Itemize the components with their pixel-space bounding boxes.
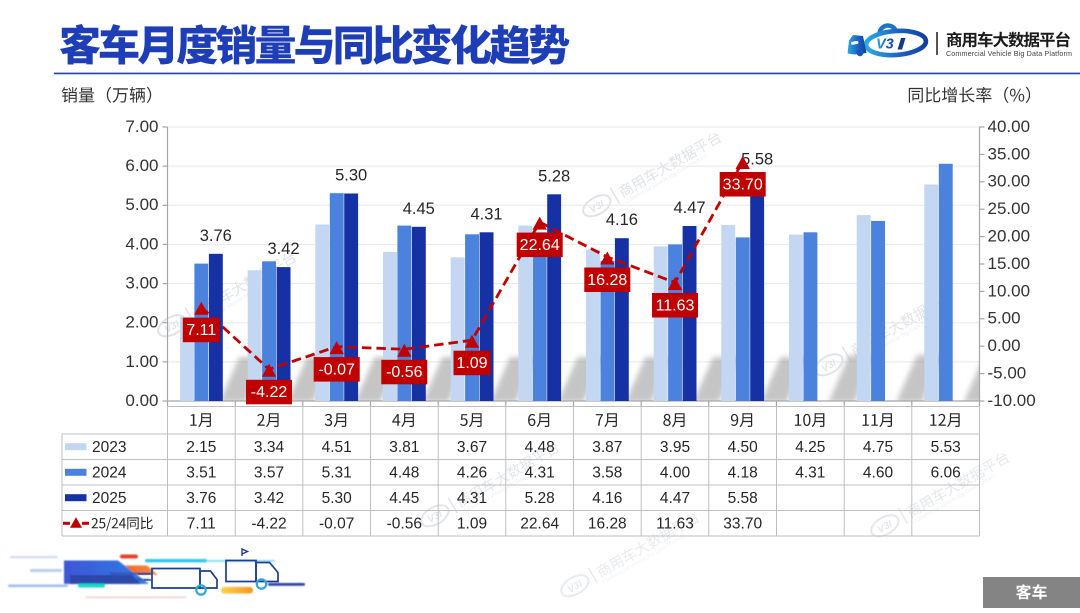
svg-text:6.06: 6.06 xyxy=(931,465,961,482)
svg-text:4.00: 4.00 xyxy=(660,465,691,482)
svg-text:2025: 2025 xyxy=(92,490,126,507)
svg-text:4.16: 4.16 xyxy=(592,490,622,507)
svg-text:3.76: 3.76 xyxy=(186,490,216,507)
svg-text:4.18: 4.18 xyxy=(728,465,758,482)
svg-text:7.11: 7.11 xyxy=(187,516,216,533)
svg-text:3.95: 3.95 xyxy=(660,439,690,456)
svg-text:30.00: 30.00 xyxy=(988,172,1031,191)
svg-text:3.58: 3.58 xyxy=(592,465,622,482)
svg-text:4.48: 4.48 xyxy=(389,465,419,482)
svg-text:4.31: 4.31 xyxy=(795,465,825,482)
svg-text:4.60: 4.60 xyxy=(863,465,894,482)
svg-text:Commercial Vehicle Big Data Pl: Commercial Vehicle Big Data Platform xyxy=(946,49,1072,58)
svg-text:1.09: 1.09 xyxy=(457,516,487,533)
svg-text:4.31: 4.31 xyxy=(470,205,502,223)
svg-text:4.75: 4.75 xyxy=(863,439,893,456)
svg-text:3.57: 3.57 xyxy=(254,465,284,482)
svg-text:22.64: 22.64 xyxy=(520,516,559,533)
svg-text:5.31: 5.31 xyxy=(322,465,352,482)
svg-text:4.31: 4.31 xyxy=(525,465,555,482)
svg-text:3.00: 3.00 xyxy=(125,274,158,293)
svg-text:16.28: 16.28 xyxy=(587,272,627,289)
svg-text:3.76: 3.76 xyxy=(200,227,232,245)
svg-text:4.16: 4.16 xyxy=(606,211,638,229)
svg-text:-5.00: -5.00 xyxy=(988,364,1027,383)
svg-text:2023: 2023 xyxy=(92,439,126,456)
svg-text:4.47: 4.47 xyxy=(673,199,705,217)
svg-text:25.00: 25.00 xyxy=(988,199,1031,218)
svg-text:10.00: 10.00 xyxy=(988,281,1031,300)
svg-text:11.63: 11.63 xyxy=(656,516,694,533)
svg-text:5.00: 5.00 xyxy=(988,309,1021,328)
svg-text:3.42: 3.42 xyxy=(254,490,284,507)
svg-text:4.47: 4.47 xyxy=(660,490,690,507)
svg-text:3.34: 3.34 xyxy=(254,439,285,456)
svg-text:33.70: 33.70 xyxy=(723,176,763,193)
svg-text:4.25: 4.25 xyxy=(795,439,825,456)
svg-text:5.58: 5.58 xyxy=(741,151,773,169)
svg-text:3.67: 3.67 xyxy=(457,439,487,456)
svg-text:7.00: 7.00 xyxy=(125,117,158,136)
svg-text:4.31: 4.31 xyxy=(457,490,487,507)
svg-text:3.42: 3.42 xyxy=(267,240,299,258)
svg-text:2.15: 2.15 xyxy=(186,439,216,456)
svg-text:4.00: 4.00 xyxy=(125,234,158,253)
svg-text:5.58: 5.58 xyxy=(728,490,758,507)
svg-text:0.00: 0.00 xyxy=(988,336,1021,355)
svg-text:35.00: 35.00 xyxy=(988,144,1031,163)
svg-text:4.26: 4.26 xyxy=(457,465,487,482)
svg-text:-10.00: -10.00 xyxy=(988,391,1036,410)
svg-text:4.50: 4.50 xyxy=(728,439,759,456)
svg-text:16.28: 16.28 xyxy=(588,516,627,533)
svg-text:V3: V3 xyxy=(876,37,894,53)
svg-text:22.64: 22.64 xyxy=(520,237,560,254)
svg-text:-0.56: -0.56 xyxy=(386,364,423,381)
svg-text:-4.22: -4.22 xyxy=(251,384,288,401)
svg-text:5.00: 5.00 xyxy=(125,195,158,214)
svg-text:1.00: 1.00 xyxy=(125,352,158,371)
svg-text:-4.22: -4.22 xyxy=(251,516,286,533)
svg-text:5.30: 5.30 xyxy=(335,167,367,185)
svg-text:-0.56: -0.56 xyxy=(387,516,422,533)
svg-text:0.00: 0.00 xyxy=(125,391,158,410)
svg-text:5.53: 5.53 xyxy=(931,439,961,456)
svg-text:2024: 2024 xyxy=(92,465,127,482)
svg-text:-0.07: -0.07 xyxy=(319,516,354,533)
svg-text:7.11: 7.11 xyxy=(186,322,216,339)
svg-text:40.00: 40.00 xyxy=(988,117,1031,136)
svg-text:15.00: 15.00 xyxy=(988,254,1031,273)
svg-text:33.70: 33.70 xyxy=(723,516,762,533)
svg-text:3.51: 3.51 xyxy=(186,465,216,482)
svg-text:2.00: 2.00 xyxy=(125,313,158,332)
svg-text:4.45: 4.45 xyxy=(389,490,419,507)
svg-text:5.28: 5.28 xyxy=(538,167,570,185)
svg-text:4.45: 4.45 xyxy=(403,200,435,218)
svg-text:1.09: 1.09 xyxy=(456,355,487,372)
svg-text:3.87: 3.87 xyxy=(592,439,622,456)
svg-text:4.51: 4.51 xyxy=(322,439,352,456)
svg-text:5.28: 5.28 xyxy=(525,490,555,507)
svg-text:5.30: 5.30 xyxy=(322,490,353,507)
svg-text:4.48: 4.48 xyxy=(525,439,555,456)
svg-text:3.81: 3.81 xyxy=(389,439,419,456)
svg-text:20.00: 20.00 xyxy=(988,227,1031,246)
svg-text:6.00: 6.00 xyxy=(125,156,158,175)
svg-text:-0.07: -0.07 xyxy=(318,361,355,378)
svg-text:11.63: 11.63 xyxy=(656,297,695,314)
